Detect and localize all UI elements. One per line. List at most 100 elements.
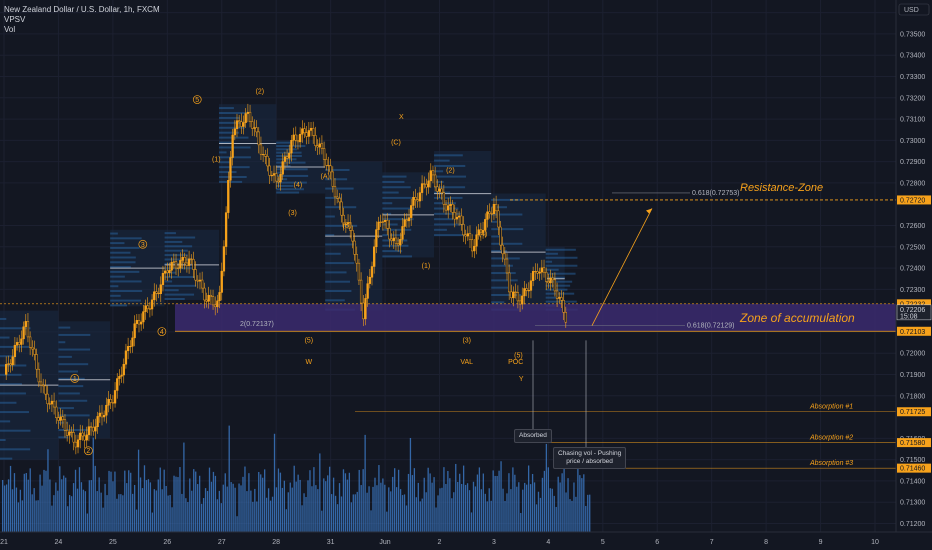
volume-bar [137,449,140,532]
volume-bar [191,490,193,532]
volume-bar [376,485,378,532]
wave-label: (3) [288,210,297,217]
candle-body [542,267,546,273]
volume-bar [70,496,73,532]
candle-body [98,412,101,417]
volume-profile-bar [491,213,523,216]
volume-bar [453,492,455,532]
candle-body [288,152,291,159]
candle-body [131,337,134,347]
volume-bar [488,488,490,532]
candle-body [407,217,411,222]
candle-body [312,127,315,136]
volume-bar [264,469,266,532]
volume-profile-bar [219,116,240,119]
candle-body [492,204,496,215]
candle-body [89,426,93,428]
candle-body [227,180,230,213]
symbol-title[interactable]: New Zealand Dollar / U.S. Dollar, 1h, FX… [4,5,160,14]
candle-body [257,131,260,146]
currency-label: USD [904,7,919,14]
candle-body [61,416,64,421]
volume-bar [559,482,561,532]
volume-profile-bar [325,299,345,302]
volume-profile-bar [164,293,195,296]
candle-body [137,320,141,325]
candle-body [26,321,30,338]
volume-bar [533,482,536,532]
candle-body [116,378,119,391]
candle-body [388,228,391,240]
volume-bar [65,477,67,532]
candle-body [368,276,371,284]
volume-profile-bar [382,207,415,210]
volume-bar [23,473,25,532]
volume-bar [177,477,179,532]
indicator-vpsv[interactable]: VPSV [4,15,26,24]
volume-bar [197,484,199,532]
volume-bar [374,477,376,532]
candle-body [248,111,252,122]
volume-bar [187,502,189,532]
candle-body [229,157,232,181]
volume-bar [459,473,461,532]
candle-body [499,226,502,246]
volume-profile-bar [58,348,91,351]
volume-bar [244,466,246,532]
volume-bar [340,496,343,532]
volume-bar [153,489,155,532]
candle-body [473,245,476,252]
volume-profile-bar [491,198,520,201]
volume-bar [403,494,406,532]
indicator-vol[interactable]: Vol [4,25,16,34]
candle-body [486,211,489,220]
price-tag [897,438,931,448]
wave-label: 4 [160,329,164,336]
volume-bar [498,470,500,532]
zone-label: Zone of accumulation [739,311,855,325]
candle-body [427,180,430,188]
volume-profile-bar [219,161,231,164]
volume-bar [102,507,104,532]
volume-profile-bar [276,168,308,171]
volume-bar [321,510,323,532]
volume-bar [5,484,8,532]
candle-body [259,144,263,155]
volume-profile-bar [382,212,392,215]
candle-body [364,298,367,320]
volume-bar [271,496,274,532]
volume-profile-bar [434,228,447,231]
volume-bar [175,476,177,532]
candle-body [251,121,254,129]
volume-bar [179,467,181,532]
volume-profile-bar [0,336,10,339]
volume-bar [120,494,122,532]
candle-body [118,376,121,379]
volume-bar [232,483,234,532]
volume-bar [130,472,132,532]
candle-body [462,224,465,236]
candle-body [207,295,210,302]
candle-body [399,239,402,246]
volume-bar [510,489,512,532]
volume-bar [104,483,106,532]
volume-profile-bar [110,266,131,269]
wave-label-circle [192,95,202,104]
volume-bar [313,467,315,532]
volume-bar [114,471,116,532]
volume-bar [378,465,380,532]
candle-body [222,246,226,272]
candle-body [120,374,123,377]
candle-body [349,222,352,231]
volume-bar [429,473,431,532]
candle-body [135,320,138,324]
candle-body [429,170,432,182]
candle-body [471,239,474,252]
volume-profile-bar [58,333,91,336]
volume-profile-bar [219,156,251,159]
volume-bar [360,485,362,532]
volume-bar [295,481,297,532]
volume-bar [466,483,469,532]
volume-bar [342,469,345,532]
